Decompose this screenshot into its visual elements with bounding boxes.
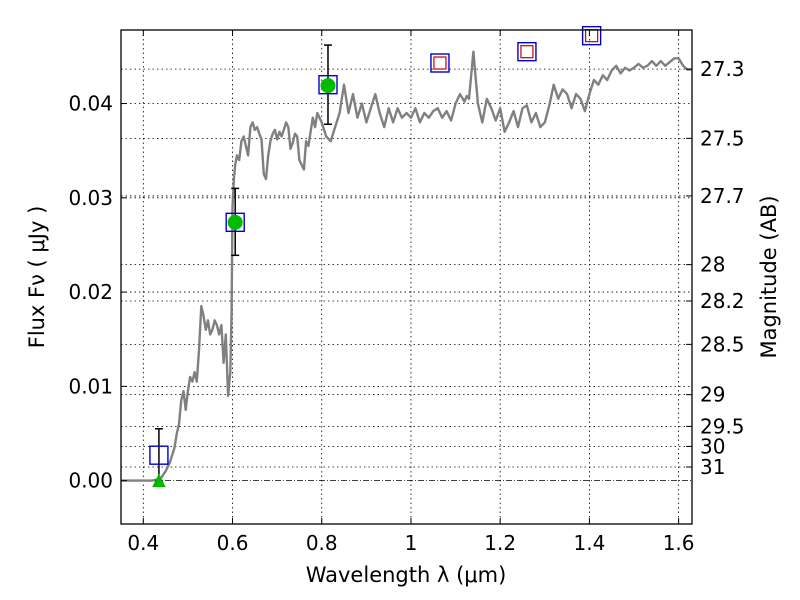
magnitude-tick-label: 31 (700, 455, 725, 479)
x-tick-label: 1 (405, 531, 418, 555)
observed-flux-marker (517, 41, 537, 62)
model-spectrum-line (121, 50, 692, 482)
observed-flux-marker (225, 212, 245, 233)
magnitude-tick-label: 28 (700, 253, 725, 277)
x-tick-label: 0.4 (127, 531, 159, 555)
magnitude-tick-label: 29.5 (700, 414, 745, 438)
x-tick-label: 0.8 (306, 531, 338, 555)
magnitude-tick-label: 27.7 (700, 184, 745, 208)
y-tick-label: 0.00 (68, 469, 113, 493)
x-tick-label: 1.6 (663, 531, 695, 555)
observed-flux-marker (149, 445, 169, 465)
plot-area (121, 30, 692, 524)
x-axis-label: Wavelength λ (μm) (306, 563, 507, 587)
x-tick-label: 1.4 (573, 531, 605, 555)
magnitude-tick-label: 27.5 (700, 126, 745, 150)
model-spectrum (121, 50, 692, 482)
observed-flux-marker (581, 25, 602, 46)
markers (149, 25, 602, 488)
y-tick-label: 0.01 (68, 374, 113, 398)
non-detection-marker (152, 473, 166, 488)
model-flux-marker (227, 214, 243, 230)
magnitude-tick-label: 30 (700, 434, 725, 458)
magnitude-tick-label: 29 (700, 383, 725, 407)
y-axis-label: Flux Fν ( μJy ) (25, 206, 49, 349)
y-axis-ticks: 0.00 0.01 0.02 0.03 0.04 (68, 92, 127, 493)
y-tick-label: 0.03 (68, 186, 113, 210)
upper-limit-marker (520, 45, 534, 59)
x-tick-label: 1.2 (484, 531, 516, 555)
y-tick-label: 0.04 (68, 92, 113, 116)
upper-limit-marker (433, 56, 447, 70)
grid (121, 30, 692, 524)
magnitude-tick-label: 28.2 (700, 289, 745, 313)
magnitude-tick-label: 27.3 (700, 57, 745, 81)
plot-frame (120, 29, 693, 525)
magnitude-axis-label: Magnitude (AB) (757, 195, 781, 358)
y-tick-label: 0.02 (68, 280, 113, 304)
magnitude-tick-label: 28.5 (700, 332, 745, 356)
model-flux-marker (320, 78, 336, 94)
x-axis-ticks: 0.4 0.6 0.8 1 1.2 1.4 1.6 (127, 30, 695, 555)
observed-flux-marker (318, 74, 338, 95)
observed-flux-marker (430, 53, 450, 73)
x-tick-label: 0.6 (217, 531, 249, 555)
